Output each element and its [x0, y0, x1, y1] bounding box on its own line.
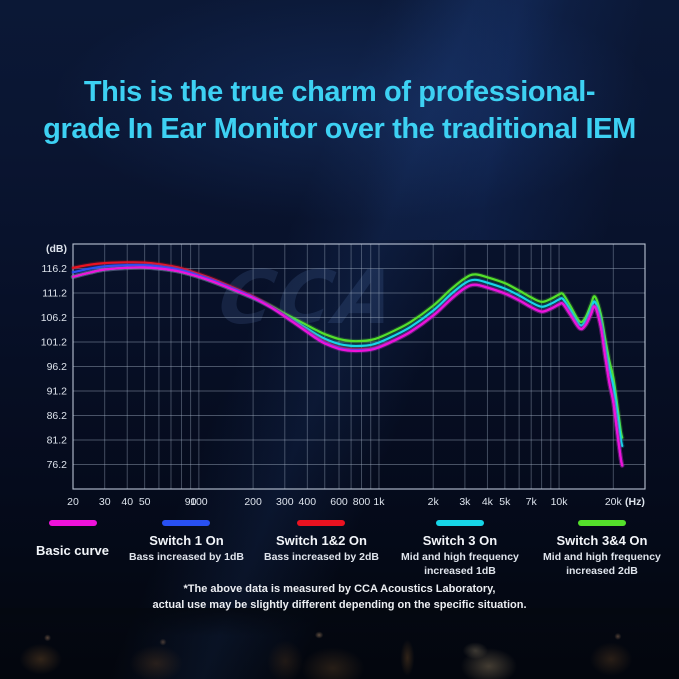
- axis-tick-label: 3k: [459, 496, 471, 508]
- orchestra-image: [0, 608, 679, 679]
- axis-tick-label: 2k: [428, 496, 440, 508]
- axis-tick-label: 20k: [605, 496, 623, 508]
- axis-tick-label: 1k: [373, 496, 385, 508]
- axis-tick-label: 111.2: [42, 288, 67, 300]
- x-axis-unit-label: (Hz): [625, 496, 645, 508]
- legend-label: Switch 1&2 On: [275, 533, 367, 548]
- axis-tick-label: 7k: [526, 496, 538, 508]
- series-line-Switch 1 On: [71, 263, 624, 467]
- legend-item-switch-1-on: Switch 1 On Bass increased by 1dB: [129, 520, 244, 578]
- axis-tick-label: 76.2: [47, 459, 68, 471]
- axis-tick-label: 30: [99, 496, 111, 508]
- footnote: *The above data is measured by CCA Acous…: [0, 582, 679, 614]
- legend-item-switch-3-on: Switch 3 On Mid and high frequency increa…: [399, 520, 521, 578]
- axis-tick-label: 50: [139, 496, 151, 508]
- legend-item-switch-3-4-on: Switch 3&4 On Mid and high frequency incr…: [541, 520, 663, 578]
- axis-tick-label: 40: [121, 496, 133, 508]
- y-axis-unit-label: (dB): [46, 243, 67, 255]
- page-title-line2: grade In Ear Monitor over the traditiona…: [43, 113, 636, 145]
- series-line-Switch 3 On: [71, 266, 624, 447]
- page-title: This is the true charm of professional- …: [0, 74, 679, 148]
- legend-sublabel: Bass increased by 2dB: [263, 551, 379, 563]
- axis-tick-label: 106.2: [41, 312, 67, 324]
- axis-tick-label: 300: [276, 496, 294, 508]
- legend-label: Switch 3 On: [422, 533, 498, 548]
- series-glow-Switch 3 On: [70, 265, 625, 449]
- legend-color-swatch: [48, 520, 97, 526]
- axis-tick-label: 800: [353, 496, 371, 508]
- axis-tick-label: 20: [67, 496, 79, 508]
- axis-tick-label: 101.2: [41, 337, 67, 349]
- frequency-response-chart: 116.2 111.2 106.2 101.2 96.2 91.2 86.2 81.2 76.2…: [41, 243, 646, 508]
- axis-tick-label: 90: [185, 496, 197, 508]
- legend-sublabel: Mid and high frequency increased 1dB: [401, 551, 519, 577]
- axis-tick-label: 96.2: [47, 361, 68, 373]
- axis-tick-label: 100: [190, 496, 208, 508]
- footnote-line2: actual use may be slightly different dep…: [152, 598, 527, 611]
- chart-legend: Basic curve Switch 1 On Bass increased by …: [0, 520, 679, 578]
- legend-label: Switch 1 On: [149, 533, 224, 548]
- axis-tick-label: 10k: [551, 496, 569, 508]
- plot-border: [72, 243, 646, 490]
- legend-item-basic-curve: Basic curve: [36, 520, 109, 578]
- axis-tick-label: 4k: [482, 496, 494, 508]
- background-glow: [0, 0, 679, 240]
- series-line-Basic curve: [71, 266, 624, 467]
- legend-sublabel: Bass increased by 1dB: [129, 551, 244, 563]
- axis-tick-label: 81.2: [47, 435, 68, 447]
- axis-tick-label: 116.2: [42, 263, 68, 275]
- legend-color-swatch: [577, 520, 626, 526]
- axis-tick-label: 400: [299, 496, 317, 508]
- axis-tick-label: 91.2: [47, 386, 68, 398]
- axis-tick-label: 600: [330, 496, 348, 508]
- footnote-line1: *The above data is measured by CCA Acous…: [183, 583, 496, 595]
- axis-tick-label: 200: [244, 496, 262, 508]
- legend-color-swatch: [297, 520, 346, 526]
- legend-item-switch-1-2-on: Switch 1&2 On Bass increased by 2dB: [264, 520, 379, 578]
- axis-tick-label: 5k: [499, 496, 511, 508]
- axis-tick-label: 86.2: [47, 410, 68, 422]
- legend-sublabel: Mid and high frequency increased 2dB: [543, 551, 661, 577]
- legend-label: Basic curve: [36, 543, 109, 558]
- legend-color-swatch: [162, 520, 211, 526]
- series-glow-Switch 1 On: [70, 262, 625, 468]
- legend-color-swatch: [435, 520, 484, 526]
- page-title-line1: This is the true charm of professional-: [83, 76, 596, 108]
- legend-label: Switch 3&4 On: [556, 533, 648, 548]
